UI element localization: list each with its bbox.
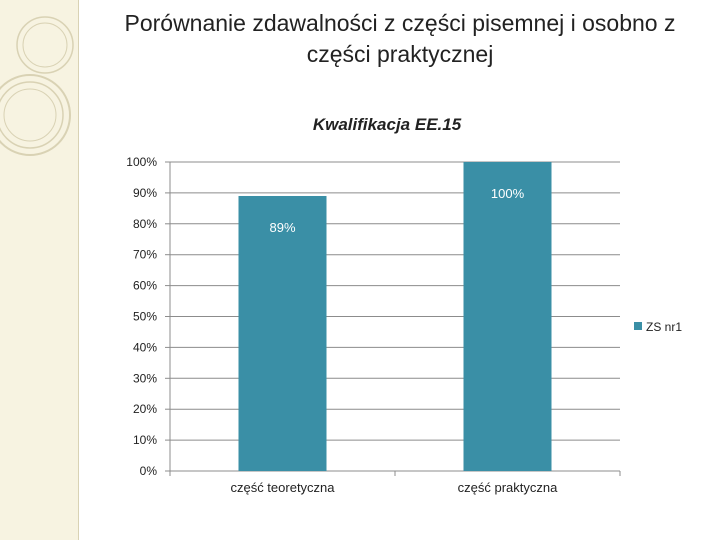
y-axis-ticks: 0% 10% 20% 30% 40% 50% 60% 70% 80% 90% 100% xyxy=(126,155,170,478)
legend: ZS nr1 xyxy=(634,320,682,334)
legend-swatch xyxy=(634,322,642,330)
x-category-label: część praktyczna xyxy=(458,480,558,495)
y-tick-label: 40% xyxy=(133,340,157,354)
bar-data-label: 100% xyxy=(491,186,525,201)
slide-title: Porównanie zdawalności z części pisemnej… xyxy=(124,10,676,67)
x-category-label: część teoretyczna xyxy=(230,480,335,495)
y-tick-label: 80% xyxy=(133,217,157,231)
bars: 89% 100% xyxy=(238,162,552,472)
y-tick-label: 100% xyxy=(126,155,157,169)
y-tick-label: 10% xyxy=(133,433,157,447)
bar xyxy=(463,162,552,471)
y-tick-label: 50% xyxy=(133,310,157,324)
decorative-side-band xyxy=(0,0,79,540)
grid-lines xyxy=(169,161,620,472)
y-tick-label: 60% xyxy=(133,279,157,293)
y-tick-label: 20% xyxy=(133,402,157,416)
chart-title: Kwalifikacja EE.15 xyxy=(313,115,462,134)
legend-label: ZS nr1 xyxy=(646,320,682,334)
y-tick-label: 90% xyxy=(133,186,157,200)
y-tick-label: 30% xyxy=(133,371,157,385)
y-tick-label: 70% xyxy=(133,248,157,262)
bar-data-label: 89% xyxy=(269,220,295,235)
x-axis-ticks: część teoretyczna część praktyczna xyxy=(169,471,621,495)
bar xyxy=(238,195,327,472)
y-tick-label: 0% xyxy=(140,464,158,478)
decorative-circles xyxy=(0,16,74,156)
